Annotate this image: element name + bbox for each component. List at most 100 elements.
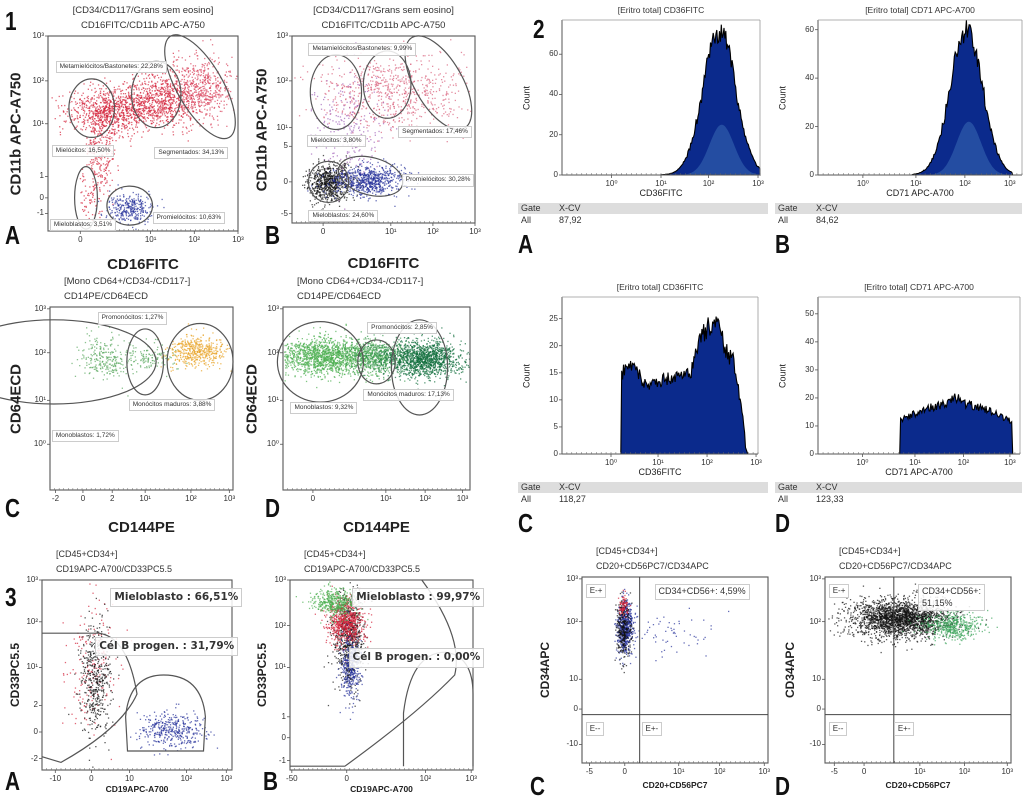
data-point [115, 206, 117, 209]
data-point [111, 107, 113, 110]
data-point [319, 195, 321, 197]
data-point [142, 102, 145, 104]
data-point [308, 168, 310, 171]
data-point [333, 198, 336, 200]
data-point [370, 84, 373, 86]
data-point [123, 103, 125, 106]
data-point [122, 106, 125, 109]
data-point [446, 91, 448, 93]
data-point [157, 112, 159, 114]
data-point [135, 100, 138, 102]
data-point [459, 69, 461, 71]
data-point [320, 196, 322, 198]
data-point [99, 131, 101, 133]
data-point [401, 80, 403, 82]
data-point [105, 105, 107, 107]
data-point [382, 79, 384, 81]
data-point [94, 133, 96, 135]
data-point [89, 201, 91, 204]
data-point [133, 198, 135, 200]
data-point [100, 118, 102, 121]
data-point [138, 103, 140, 105]
data-point [113, 95, 115, 97]
data-point [325, 178, 327, 180]
data-point [384, 182, 386, 184]
data-point [81, 168, 84, 170]
data-point [189, 93, 191, 95]
data-point [351, 114, 353, 116]
data-point [316, 180, 319, 182]
data-point [368, 140, 370, 142]
data-point [192, 123, 194, 126]
data-point [330, 131, 332, 133]
data-point [334, 193, 336, 195]
data-point [131, 74, 134, 76]
data-point [137, 217, 139, 219]
data-point [343, 191, 345, 193]
data-point [408, 103, 410, 106]
data-point [191, 103, 193, 105]
data-point [147, 107, 150, 109]
data-point [105, 101, 108, 103]
data-point [377, 75, 379, 78]
data-point [167, 112, 169, 114]
data-point [376, 176, 378, 179]
data-point [326, 177, 328, 179]
data-point [182, 108, 184, 110]
data-point [394, 171, 396, 174]
data-point [143, 96, 145, 99]
data-point [395, 67, 397, 69]
data-point [213, 61, 215, 63]
data-point [99, 107, 101, 109]
data-point [337, 195, 339, 197]
data-point [235, 78, 237, 80]
data-point [361, 71, 363, 73]
data-point [134, 203, 136, 205]
data-point [393, 107, 395, 109]
data-point [207, 82, 210, 84]
data-point [100, 181, 102, 183]
data-point [148, 74, 150, 76]
data-point [357, 95, 359, 97]
data-point [181, 131, 184, 133]
data-point [120, 217, 122, 219]
data-point [329, 175, 331, 177]
data-point [146, 196, 148, 198]
data-point [99, 128, 101, 130]
data-point [162, 73, 164, 75]
data-point [352, 190, 355, 192]
data-point [317, 167, 320, 169]
data-point [338, 184, 340, 187]
data-point [202, 122, 204, 125]
data-point [95, 157, 97, 159]
data-point [311, 187, 314, 189]
data-point [397, 76, 399, 78]
gate-label: Mieloblastos: 3,51% [49, 219, 117, 232]
data-point [376, 81, 379, 83]
data-point [168, 100, 170, 103]
data-point [337, 111, 339, 113]
data-point [87, 100, 89, 102]
data-point [343, 162, 345, 165]
data-point [120, 115, 122, 117]
data-point [402, 76, 404, 78]
data-point [129, 114, 131, 116]
data-point [111, 211, 113, 214]
data-point [146, 111, 148, 113]
data-point [194, 65, 197, 67]
data-point [391, 72, 393, 74]
data-point [120, 97, 122, 99]
data-point [165, 88, 167, 90]
data-point [338, 201, 340, 203]
data-point [380, 178, 382, 180]
data-point [324, 204, 326, 206]
data-point [349, 86, 351, 88]
data-point [170, 106, 173, 109]
data-point [73, 92, 76, 95]
data-point [406, 83, 408, 85]
data-point [145, 108, 147, 110]
data-point [369, 197, 371, 199]
data-point [173, 100, 175, 102]
data-point [148, 107, 150, 110]
data-point [378, 174, 380, 176]
